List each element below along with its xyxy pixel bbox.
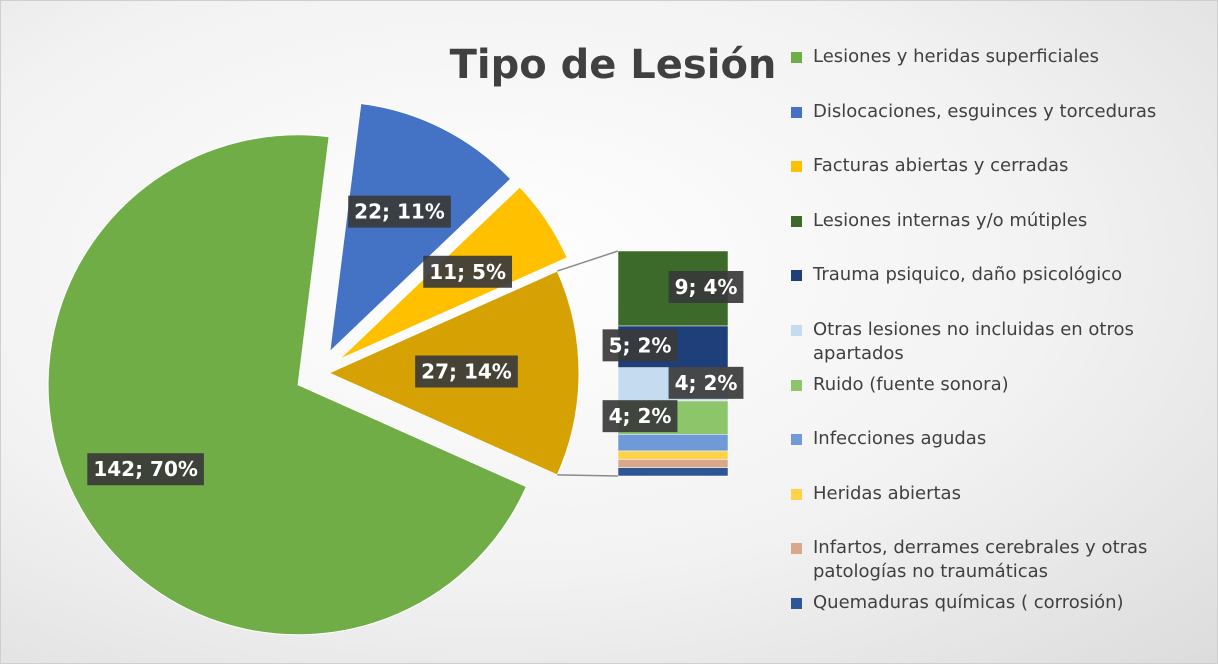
legend-item: Trauma psiquico, daño psicológico <box>791 263 1191 287</box>
data-label: 5; 2% <box>609 333 672 357</box>
legend-item: Quemaduras químicas ( corrosión) <box>791 591 1191 615</box>
legend-item: Facturas abiertas y cerradas <box>791 154 1191 178</box>
data-label-box <box>87 453 204 486</box>
data-label: 4; 2% <box>675 371 738 395</box>
data-label: 9; 4% <box>675 275 738 299</box>
legend-label: Infecciones agudas <box>813 428 987 450</box>
pie-slice <box>47 134 528 636</box>
legend-swatch <box>791 215 802 227</box>
legend-label: Ruido (fuente sonora) <box>813 373 1009 395</box>
legend-item: Otras lesiones no incluidas en otros apa… <box>791 318 1191 366</box>
legend-label: Dislocaciones, esguinces y torceduras <box>813 100 1157 122</box>
legend-label: Infartos, derrames cerebrales y otras pa… <box>813 537 1148 583</box>
bar-segment <box>617 459 729 468</box>
legend-item: Heridas abiertas <box>791 482 1191 506</box>
data-label: 4; 2% <box>609 404 672 428</box>
legend-swatch <box>791 598 802 609</box>
bar-segment <box>617 434 729 452</box>
legend-item: Dislocaciones, esguinces y torceduras <box>791 100 1191 124</box>
legend-swatch <box>791 379 802 391</box>
legend-label: Trauma psiquico, daño psicológico <box>813 264 1123 286</box>
legend-swatch <box>791 52 802 63</box>
data-label-box <box>423 255 513 288</box>
data-label: 27; 14% <box>421 360 512 384</box>
data-label-box <box>668 366 744 399</box>
connector <box>557 474 619 477</box>
data-label-box <box>602 329 678 362</box>
legend-swatch <box>791 325 802 336</box>
legend-item: Infecciones agudas <box>791 427 1191 451</box>
chart-title: Tipo de Lesión <box>450 42 777 88</box>
legend-label: Lesiones internas y/o mútiples <box>813 209 1088 231</box>
bar-segment <box>617 467 729 477</box>
legend-label: Facturas abiertas y cerradas <box>813 155 1069 177</box>
legend-item: Lesiones y heridas superficiales <box>791 45 1191 69</box>
data-label-box <box>415 355 518 388</box>
legend-item: Lesiones internas y/o mútiples <box>791 209 1191 233</box>
legend-swatch <box>791 543 802 555</box>
legend-label: Heridas abiertas <box>813 482 961 504</box>
data-label: 11; 5% <box>429 260 506 284</box>
legend-label: Lesiones y heridas superficiales <box>813 46 1099 67</box>
legend-label: Otras lesiones no incluidas en otros apa… <box>813 319 1134 364</box>
legend-swatch <box>791 161 802 173</box>
legend-swatch <box>791 434 802 446</box>
data-label: 142; 70% <box>93 457 198 481</box>
legend-label: Quemaduras químicas ( corrosión) <box>813 592 1124 613</box>
legend-swatch <box>791 488 802 500</box>
data-label-box <box>348 195 451 228</box>
data-label: 22; 11% <box>354 200 445 224</box>
legend-swatch <box>791 106 802 118</box>
connector <box>557 250 619 272</box>
data-label-box <box>668 271 744 303</box>
bar-segment <box>617 450 729 460</box>
legend-swatch <box>791 270 802 282</box>
legend-item: Infartos, derrames cerebrales y otras pa… <box>791 536 1191 584</box>
data-label-box <box>602 400 678 433</box>
legend-item: Ruido (fuente sonora) <box>791 373 1191 397</box>
